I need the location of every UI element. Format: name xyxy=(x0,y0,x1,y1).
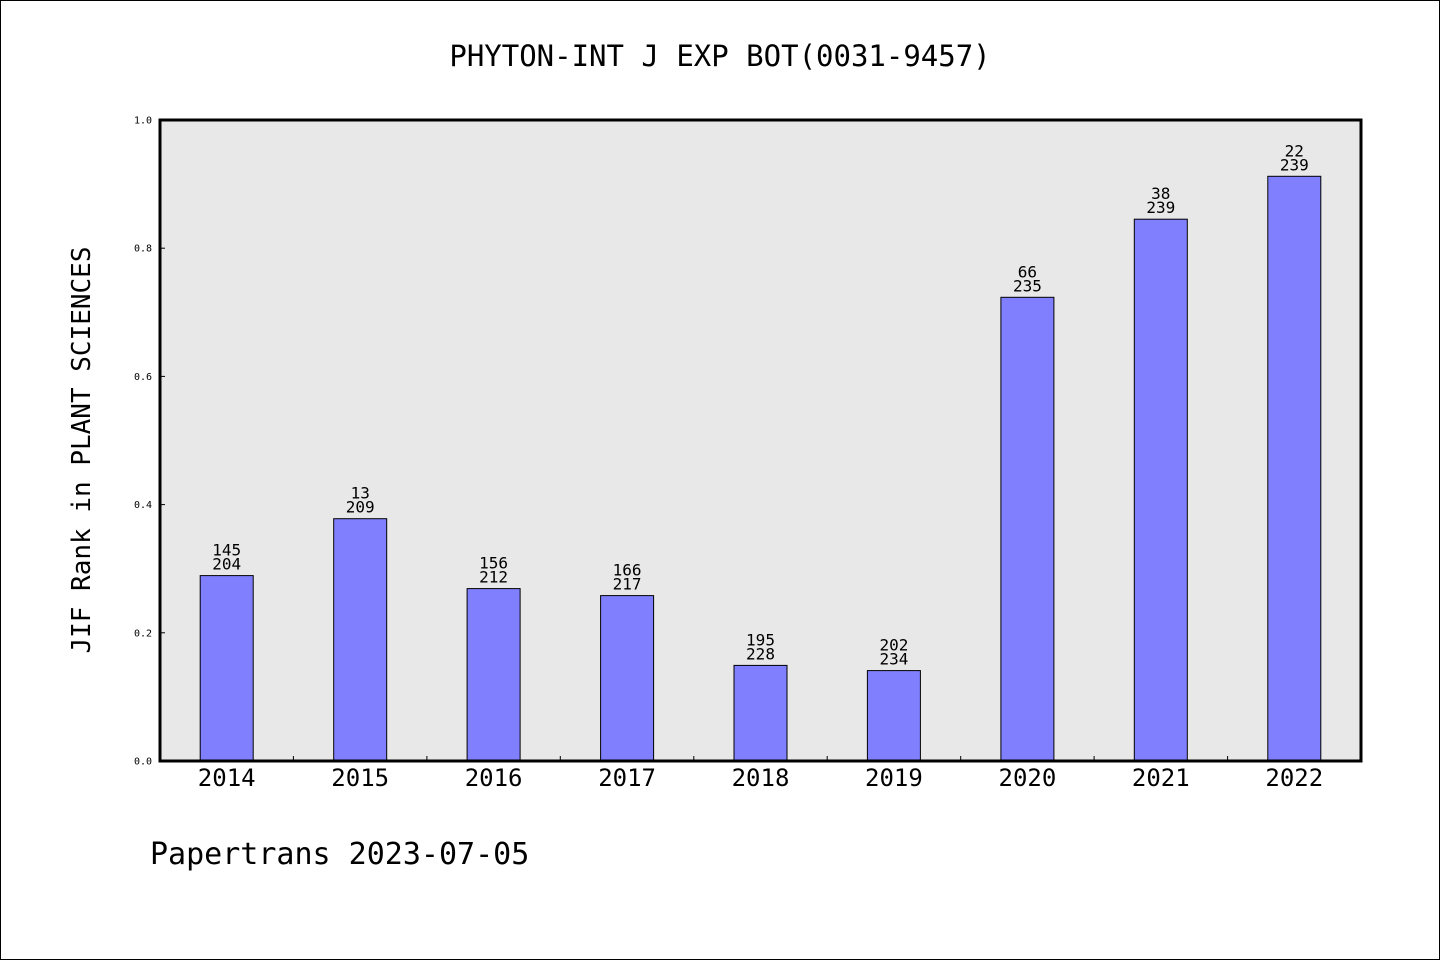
bar-rank-label: 156 xyxy=(479,554,508,573)
bar-rank-label: 38 xyxy=(1151,184,1170,203)
bar-rank-label: 22 xyxy=(1285,141,1304,160)
bars-layer xyxy=(199,175,1322,762)
x-tick-label: 2022 xyxy=(1265,764,1323,792)
bar-total-label: 204 xyxy=(212,555,241,574)
bar-2014 xyxy=(199,575,254,762)
bar-total-label: 239 xyxy=(1146,198,1175,217)
bar-rank-label: 202 xyxy=(879,636,908,655)
x-tick-label: 2016 xyxy=(465,764,523,792)
y-tick-label: 1.0 xyxy=(134,116,152,127)
bar-total-label: 217 xyxy=(613,575,642,594)
x-tick-label: 2020 xyxy=(999,764,1057,792)
bar-2019 xyxy=(866,670,921,762)
bar-total-label: 212 xyxy=(479,568,508,587)
bar-2016 xyxy=(466,588,521,762)
bar-total-label: 235 xyxy=(1013,276,1042,295)
bar-rank-label: 13 xyxy=(351,484,370,503)
y-tick-label: 0.6 xyxy=(134,372,152,383)
bar-rank-label: 166 xyxy=(613,561,642,580)
bar-rank-label: 145 xyxy=(212,541,241,560)
bar-2017 xyxy=(600,595,655,762)
y-axis-label: JIF Rank in PLANT SCIENCES xyxy=(67,247,97,654)
bar-total-label: 234 xyxy=(879,650,908,669)
y-tick-label: 0.2 xyxy=(134,628,152,639)
x-axis: 2014 2015 2016 2017 2018 2019 2020 2021 2022 xyxy=(198,756,1323,792)
bar-total-label: 228 xyxy=(746,644,775,663)
x-tick-label: 2019 xyxy=(865,764,923,792)
bar-2020 xyxy=(1000,296,1055,762)
x-tick-label: 2018 xyxy=(732,764,790,792)
y-tick-label: 0.8 xyxy=(134,244,152,255)
x-tick-label: 2021 xyxy=(1132,764,1190,792)
bar-total-label: 239 xyxy=(1280,155,1309,174)
chart-title: PHYTON-INT J EXP BOT(0031-9457) xyxy=(449,39,990,73)
bar-2018 xyxy=(733,664,788,762)
bar-2021 xyxy=(1133,218,1188,762)
plot-border xyxy=(158,118,1363,763)
x-tick-label: 2017 xyxy=(598,764,656,792)
bar-rank-label: 195 xyxy=(746,630,775,649)
bar-2015 xyxy=(333,518,388,762)
bar-rank-label: 66 xyxy=(1018,262,1037,281)
x-tick-label: 2014 xyxy=(198,764,256,792)
bar-total-label: 209 xyxy=(346,498,375,517)
bar-2022 xyxy=(1267,175,1322,762)
x-tick-label: 2015 xyxy=(331,764,389,792)
footer-text: Papertrans 2023-07-05 xyxy=(150,837,529,872)
y-tick-label: 0.4 xyxy=(134,500,152,511)
y-tick-label: 0.0 xyxy=(134,757,152,768)
